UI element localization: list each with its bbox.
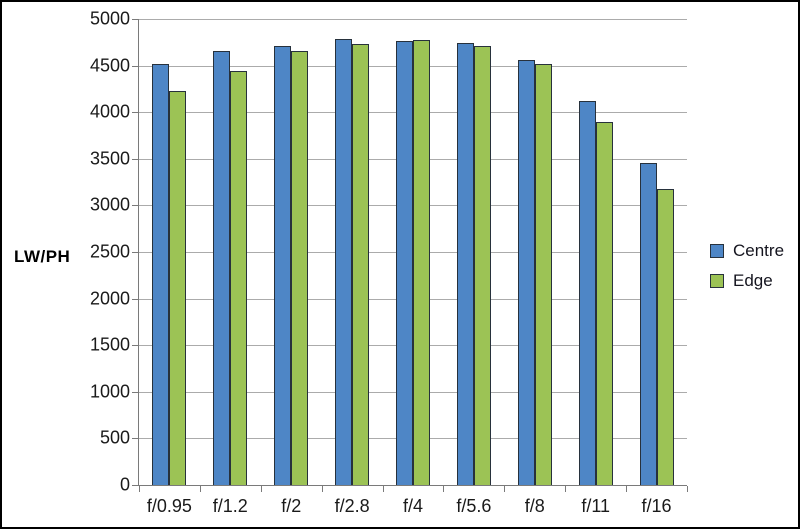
y-axis-tick xyxy=(132,391,138,393)
bar-edge-f/2 xyxy=(291,50,309,485)
y-tick-label: 3000 xyxy=(89,194,130,215)
legend-label-centre: Centre xyxy=(733,241,785,260)
y-tick-label: 500 xyxy=(99,427,130,448)
x-axis-tick xyxy=(565,486,567,492)
legend-swatch-centre xyxy=(710,244,724,258)
plot-area: 0 500 1000 1500 2000 2500 3000 3500 4000 4500 5000… xyxy=(90,9,688,516)
y-axis-title: LW/PH xyxy=(14,247,71,266)
legend-item-centre: Centre xyxy=(710,241,784,261)
bar-centre-f/0.95 xyxy=(152,63,170,485)
y-tick-label: 2000 xyxy=(89,288,130,309)
bar-edge-f/4 xyxy=(413,40,430,485)
y-axis-tick xyxy=(132,205,138,207)
x-tick-label: f/4 xyxy=(402,496,423,516)
bar-centre-f/5.6 xyxy=(456,43,474,485)
x-axis-tick xyxy=(626,486,628,492)
bar-centre-f/2 xyxy=(274,46,292,485)
y-axis-tick xyxy=(132,485,138,486)
y-tick-label: 1500 xyxy=(89,334,130,355)
y-tick-label: 4500 xyxy=(89,55,130,76)
y-tick-label: 2500 xyxy=(89,241,130,262)
legend-label-edge: Edge xyxy=(733,271,773,290)
y-tick-label: 1000 xyxy=(89,381,130,402)
y-axis-tick xyxy=(132,298,138,300)
y-axis-tick xyxy=(132,252,138,253)
bar-edge-f/2.8 xyxy=(352,44,370,485)
x-tick-label: f/0.95 xyxy=(146,496,192,516)
y-tick-label: 5000 xyxy=(89,8,130,29)
bar-edge-f/5.6 xyxy=(473,46,491,485)
x-axis-tick xyxy=(139,486,140,492)
legend-swatch-edge xyxy=(710,274,724,288)
x-tick-label: f/11 xyxy=(581,496,610,516)
bar-centre-f/8 xyxy=(517,60,535,485)
bar-edge-f/1.2 xyxy=(230,71,248,485)
x-axis-tick xyxy=(260,486,262,492)
x-axis-tick xyxy=(321,486,323,492)
bar-centre-f/16 xyxy=(639,163,657,485)
x-tick-label: f/5.6 xyxy=(456,496,492,516)
bar-edge-f/0.95 xyxy=(169,90,187,485)
y-axis-tick xyxy=(132,438,138,440)
y-axis-tick xyxy=(132,345,138,347)
bar-edge-f/16 xyxy=(656,188,674,485)
x-tick-label: f/1.2 xyxy=(212,496,248,516)
bar-edge-f/11 xyxy=(595,121,613,485)
gridline xyxy=(139,19,687,20)
bar-centre-f/11 xyxy=(578,101,596,485)
y-axis-tick xyxy=(132,65,138,67)
x-axis-tick xyxy=(504,486,506,492)
y-tick-label: 3500 xyxy=(89,148,130,169)
x-tick-label: f/2.8 xyxy=(334,496,370,516)
legend: Centre Edge xyxy=(710,241,784,301)
x-axis-tick xyxy=(443,486,445,492)
x-axis-tick xyxy=(382,486,384,492)
bar-centre-f/1.2 xyxy=(213,50,231,485)
x-axis-tick xyxy=(199,486,201,492)
y-tick-label: 0 xyxy=(119,474,130,495)
y-axis-tick xyxy=(132,112,138,114)
x-tick-label: f/8 xyxy=(524,496,545,516)
y-axis-tick xyxy=(132,19,138,20)
x-tick-label: f/16 xyxy=(641,496,672,516)
x-axis-tick xyxy=(687,486,688,492)
y-axis-tick xyxy=(132,158,138,160)
y-tick-label: 4000 xyxy=(89,101,130,122)
bar-centre-f/4 xyxy=(396,41,413,485)
legend-item-edge: Edge xyxy=(710,271,784,291)
bar-edge-f/8 xyxy=(534,63,552,485)
x-tick-label: f/2 xyxy=(281,496,302,516)
bar-centre-f/2.8 xyxy=(335,38,353,485)
